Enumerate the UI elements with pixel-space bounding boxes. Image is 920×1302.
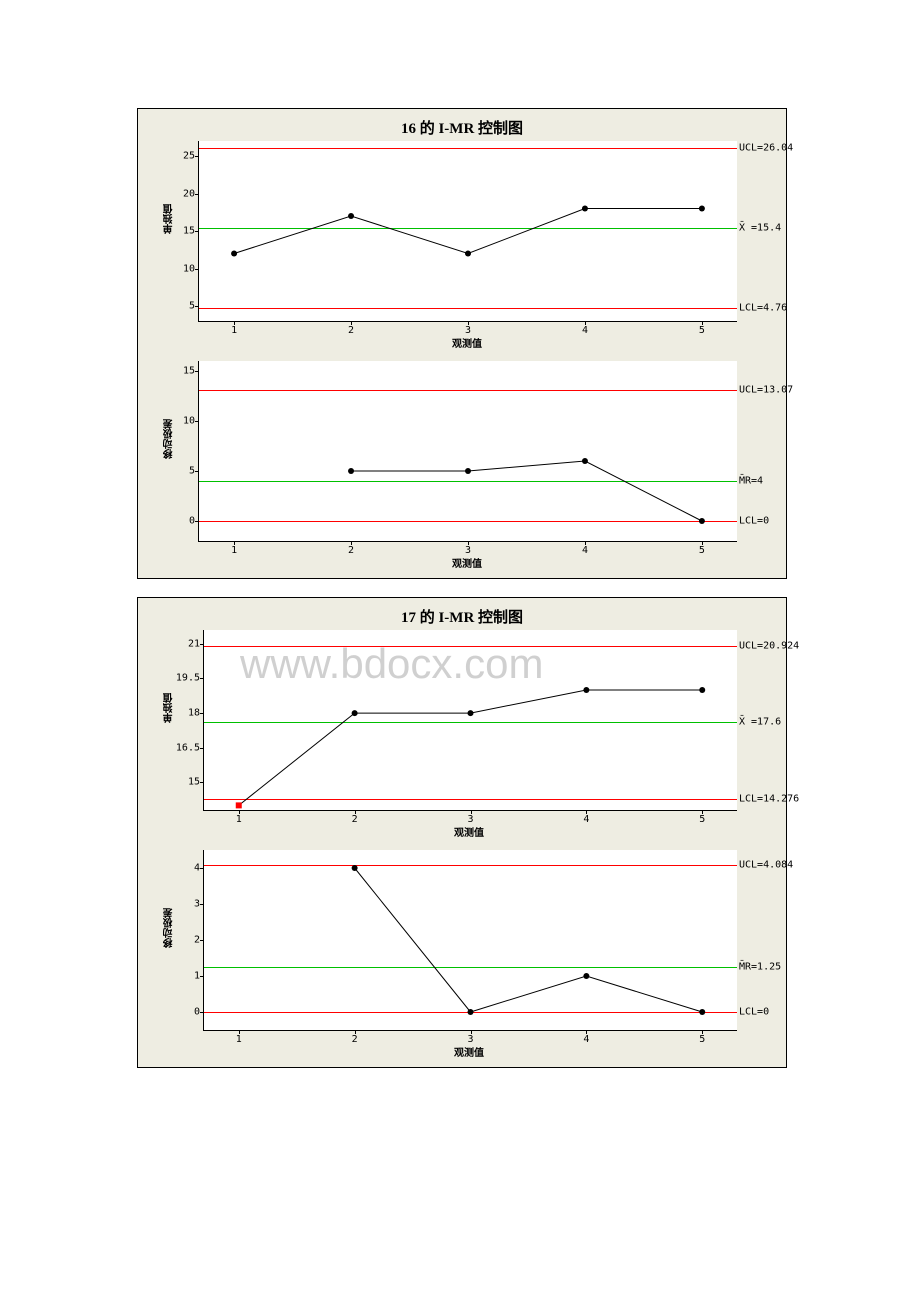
p17-mr-xlabel: 观测值	[454, 1044, 484, 1059]
series-svg	[199, 141, 737, 321]
lcl-line-label: LCL=14.276	[737, 794, 799, 805]
p16-mr-ylabel: 移动极差	[162, 419, 177, 459]
ytick-label: 3	[194, 899, 204, 910]
xtick-label: 1	[231, 321, 237, 336]
ytick-label: 15	[183, 366, 199, 377]
ytick-label: 20	[183, 188, 199, 199]
p16-i-xlabel: 观测值	[452, 335, 482, 350]
p17-i-plot: 1516.51819.52112345UCL=20.924X̄ =17.6LCL…	[203, 630, 737, 811]
xtick-label: 3	[467, 810, 473, 825]
data-marker	[352, 710, 358, 716]
xtick-label: 4	[583, 810, 589, 825]
ytick-label: 16.5	[176, 742, 204, 753]
data-marker	[465, 251, 471, 257]
ytick-label: 2	[194, 935, 204, 946]
lcl-line-label: LCL=0	[737, 1007, 769, 1018]
center-line-label: M̄R=1.25	[737, 962, 781, 973]
data-marker	[583, 687, 589, 693]
ytick-label: 10	[183, 416, 199, 427]
data-marker	[699, 206, 705, 212]
ucl-line-label: UCL=4.084	[737, 859, 793, 870]
xtick-label: 1	[236, 1030, 242, 1045]
center-line-label: M̄R=4	[737, 476, 763, 487]
ytick-label: 15	[183, 226, 199, 237]
series-svg	[204, 630, 737, 810]
ytick-label: 21	[188, 638, 204, 649]
xtick-label: 5	[699, 541, 705, 556]
lcl-line-label: LCL=0	[737, 516, 769, 527]
center-line-label: X̄ =15.4	[737, 223, 781, 234]
xtick-label: 3	[467, 1030, 473, 1045]
data-marker	[582, 458, 588, 464]
xtick-label: 2	[352, 1030, 358, 1045]
ytick-label: 5	[189, 301, 199, 312]
ytick-label: 0	[194, 1007, 204, 1018]
ucl-line-label: UCL=20.924	[737, 640, 799, 651]
xtick-label: 1	[231, 541, 237, 556]
data-marker	[699, 1009, 705, 1015]
ytick-label: 5	[189, 466, 199, 477]
data-marker	[465, 468, 471, 474]
ytick-label: 25	[183, 151, 199, 162]
data-marker	[231, 251, 237, 257]
data-marker	[348, 468, 354, 474]
series-svg	[204, 850, 737, 1030]
p17-i-xlabel: 观测值	[454, 824, 484, 839]
p17-mr-plot: 0123412345UCL=4.084M̄R=1.25LCL=0	[203, 850, 737, 1031]
lcl-line-label: LCL=4.76	[737, 302, 787, 313]
xtick-label: 1	[236, 810, 242, 825]
data-marker	[582, 206, 588, 212]
xtick-label: 2	[352, 810, 358, 825]
outlier-marker	[236, 802, 242, 808]
ytick-label: 19.5	[176, 673, 204, 684]
p16-i-plot: 51015202512345UCL=26.04X̄ =15.4LCL=4.76	[198, 141, 737, 322]
page: 16 的 I-MR 控制图 单独值 51015202512345UCL=26.0…	[0, 0, 920, 1302]
p16-mr-plot: 05101512345UCL=13.07M̄R=4LCL=0	[198, 361, 737, 542]
ytick-label: 4	[194, 863, 204, 874]
ytick-label: 0	[189, 516, 199, 527]
data-marker	[699, 518, 705, 524]
xtick-label: 3	[465, 541, 471, 556]
data-marker	[468, 1009, 474, 1015]
ytick-label: 10	[183, 263, 199, 274]
xtick-label: 3	[465, 321, 471, 336]
data-marker	[583, 973, 589, 979]
xtick-label: 4	[583, 1030, 589, 1045]
xtick-label: 4	[582, 321, 588, 336]
ytick-label: 1	[194, 971, 204, 982]
xtick-label: 5	[699, 810, 705, 825]
data-marker	[348, 213, 354, 219]
panel-17-title: 17 的 I-MR 控制图	[138, 598, 786, 627]
ucl-line-label: UCL=26.04	[737, 143, 793, 154]
xtick-label: 5	[699, 1030, 705, 1045]
xtick-label: 4	[582, 541, 588, 556]
data-marker	[699, 687, 705, 693]
ytick-label: 18	[188, 708, 204, 719]
ytick-label: 15	[188, 777, 204, 788]
panel-17: 17 的 I-MR 控制图 单独值 1516.51819.52112345UCL…	[137, 597, 787, 1068]
data-marker	[352, 865, 358, 871]
data-marker	[468, 710, 474, 716]
p16-i-ylabel: 单独值	[162, 204, 177, 234]
p16-mr-xlabel: 观测值	[452, 555, 482, 570]
p17-i-ylabel: 单独值	[162, 693, 177, 723]
p17-mr-ylabel: 移动极差	[162, 908, 177, 948]
ucl-line-label: UCL=13.07	[737, 385, 793, 396]
series-svg	[199, 361, 737, 541]
panel-16-title: 16 的 I-MR 控制图	[138, 109, 786, 138]
xtick-label: 2	[348, 541, 354, 556]
panel-16: 16 的 I-MR 控制图 单独值 51015202512345UCL=26.0…	[137, 108, 787, 579]
xtick-label: 5	[699, 321, 705, 336]
center-line-label: X̄ =17.6	[737, 717, 781, 728]
xtick-label: 2	[348, 321, 354, 336]
